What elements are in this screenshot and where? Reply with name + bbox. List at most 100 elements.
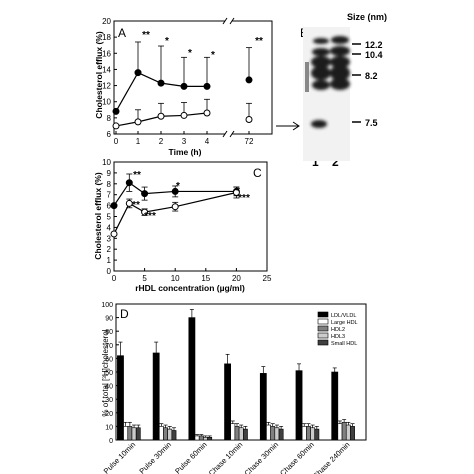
gel-smear [305,62,309,92]
panel-c-letter: C [253,166,262,180]
panel-c-x-tick-label: 25 [263,274,272,283]
panel-a-top-break-mark [222,17,228,25]
panel-c-y-tick-label: 1 [107,256,112,265]
panel-d-category-label: Chase 10min [207,440,245,474]
gel-band [330,78,350,90]
panel-a-significance-label: * [188,48,192,59]
panel-c-y-tick-label: 10 [102,158,111,167]
panel-c-significance-label: ** [132,200,140,211]
gel-band [312,48,330,56]
panel-d-y-tick-label: 60 [105,356,113,363]
panel-c-significance-label: *** [144,211,156,222]
panel-d-bar [123,426,129,441]
panel-a-top-break-gap [225,18,232,24]
legend-label: Small HDL [331,341,357,347]
legend-swatch [317,318,329,325]
panel-a-significance-label: ** [142,30,150,41]
panel-d-bar [310,427,316,441]
panel-c-series-line [113,191,237,235]
panel-d-bar [314,428,320,441]
panel-a-point [112,122,120,130]
panel-a-point [157,79,165,87]
panel-a-y-tick-label: 6 [107,130,112,139]
panel-d-y-tick-label: 50 [105,370,113,377]
size-marker-label: 12.2 [365,40,383,50]
panel-d-bar [341,422,347,441]
panel-a-y-tick-label: 20 [102,17,111,26]
panel-d-y-tick-label: 100 [101,302,113,309]
panel-c: C Cholesterol efflux (%) rHDL concentrat… [93,158,272,293]
panel-a-x-tick-label: 4 [205,137,210,146]
panel-a-y-tick-label: 18 [102,33,111,42]
panel-a-x-tick-label: 2 [159,137,164,146]
panel-d-bar [295,370,303,441]
panel-a-x-tick-label: 72 [245,137,254,146]
panel-c-point [141,208,149,216]
panel-d-bar [158,426,164,441]
panel-a-frame [113,20,273,135]
panel-c-significance-label: *** [238,193,250,204]
panel-c-x-tick-label: 10 [171,274,180,283]
panel-b: B Size (nm) 1 2 12.210.48.27.5 [276,12,387,169]
panel-a-significance-label: ** [255,36,263,47]
panel-d-bar [152,352,160,441]
panel-a-point [180,111,188,119]
gel-band [313,38,329,44]
gel-lane-2-label: 2 [332,155,339,169]
panel-d-bar [234,426,240,441]
panel-d-y-tick-label: 10 [105,424,113,431]
panel-a-point [180,82,188,90]
legend-label: HDL3 [331,334,345,340]
panel-c-significance-label: ** [133,170,141,181]
panel-a-x-tick-label: 3 [182,137,187,146]
panel-a-y-tick-label: 10 [102,98,111,107]
panel-d-bar [259,373,267,441]
panel-d-bar [306,426,311,441]
panel-a-significance-label: * [211,50,215,61]
panel-d-bar [230,423,236,441]
panel-a-point [134,69,142,77]
panel-c-point [171,187,179,195]
legend-label: LDL/VLDL [331,313,356,319]
panel-d-bar [243,428,248,441]
panel-c-y-tick-label: 9 [107,169,112,178]
panel-c-significance-label: * [236,186,240,197]
panel-c-point [110,202,118,210]
panel-d-bar [350,426,355,441]
panel-a-y-tick-label: 16 [102,49,111,58]
panel-c-significance-label: * [176,181,180,192]
panel-a-point [245,76,253,84]
panel-d-y-label: % of total [³H]cholesterol [101,329,110,416]
panel-a: A Cholesterol efflux (%) Time (h) 681012… [94,17,273,157]
panel-a-x-break-mark [229,130,235,138]
panel-d-y-tick-label: 90 [105,316,113,323]
panel-c-y-tick-label: 8 [107,180,112,189]
panel-d-bar [131,427,137,441]
panel-d-bar [345,424,351,441]
panel-a-point [112,107,120,115]
panel-c-y-tick-label: 6 [107,202,112,211]
panel-c-x-tick-label: 15 [201,274,210,283]
panel-d-bar [238,427,244,441]
panel-a-x-break-gap [225,131,232,137]
panel-a-point [157,112,165,120]
panel-d-category-label: Chase 30min [243,440,281,474]
panel-a-letter: A [118,26,126,40]
panel-a-y-label: Cholesterol efflux (%) [94,31,104,119]
size-marker-label: 10.4 [365,50,383,60]
panel-d-bar [198,435,204,441]
panel-a-point [203,82,211,90]
panel-d-bar [127,426,133,441]
legend-swatch [317,325,329,332]
panel-d-category-label: Pulse 10min [102,440,138,474]
panel-d-bar [337,423,343,441]
legend-label: Large HDL [331,320,358,326]
legend-swatch [317,332,329,339]
panel-c-y-tick-label: 7 [107,191,112,200]
panel-c-y-tick-label: 4 [107,223,112,232]
size-marker-label: 7.5 [365,118,378,128]
panel-a-x-break-mark [222,130,228,138]
panel-c-point [125,179,133,187]
panel-a-x-tick-label: 1 [136,137,141,146]
panel-d-bar [194,435,200,441]
